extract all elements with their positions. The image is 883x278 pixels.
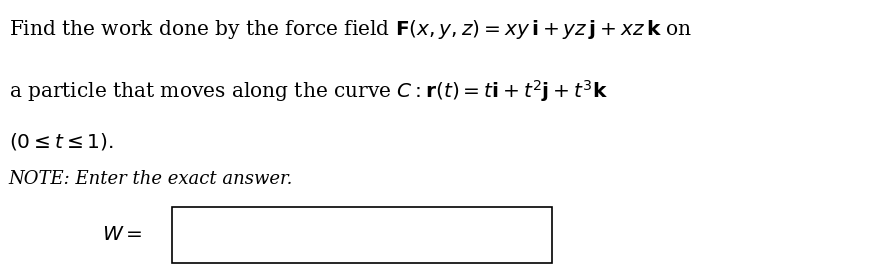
Text: NOTE: Enter the exact answer.: NOTE: Enter the exact answer. <box>9 170 293 188</box>
Text: Find the work done by the force field $\mathbf{F}(x, y, z) = xy\,\mathbf{i} + yz: Find the work done by the force field $\… <box>9 18 692 41</box>
FancyBboxPatch shape <box>172 207 552 263</box>
Text: $W = $: $W = $ <box>102 225 142 244</box>
Text: a particle that moves along the curve $C : \mathbf{r}(t) = t\mathbf{i} + t^2\mat: a particle that moves along the curve $C… <box>9 78 608 104</box>
Text: $(0 \leq t \leq 1).$: $(0 \leq t \leq 1).$ <box>9 131 114 152</box>
